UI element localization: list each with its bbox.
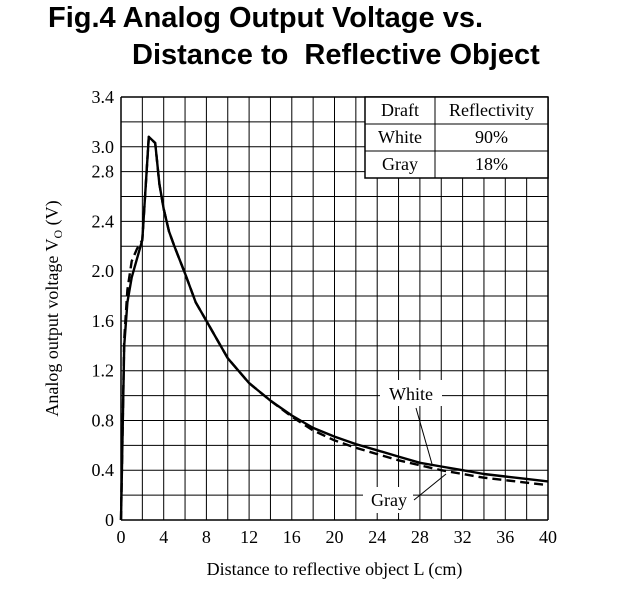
y-tick-label: 3.4: [92, 87, 115, 107]
x-tick-label: 0: [117, 527, 126, 547]
annotation-gray-background: [363, 487, 413, 513]
x-tick-label: 4: [159, 527, 168, 547]
legend-row-gray-reflectivity: 18%: [475, 154, 508, 174]
x-tick-label: 20: [326, 527, 344, 547]
chart-tick-labels: 0 4 8 12 16 20 24 28 32 36 40 0 0.4 0.8 1.2 1.6 2.0 2.4 2.…: [92, 87, 558, 547]
annotation-gray-pointer: [413, 473, 447, 501]
x-tick-label: 12: [240, 527, 258, 547]
legend-row-white-draft: White: [378, 127, 422, 147]
chart-title-line-1: Fig.4 Analog Output Voltage vs.: [48, 2, 484, 34]
y-tick-label: 1.6: [92, 311, 115, 331]
x-axis-label: Distance to reflective object L (cm): [207, 559, 463, 580]
x-tick-label: 28: [411, 527, 429, 547]
annotation-white-label: White: [389, 384, 433, 404]
x-tick-label: 36: [496, 527, 514, 547]
y-tick-label: 1.2: [92, 361, 115, 381]
legend-table: Draft Reflectivity White 90% Gray 18%: [364, 96, 549, 179]
x-tick-label: 24: [368, 527, 386, 547]
y-tick-label: 2.4: [92, 211, 115, 231]
y-axis-label-subscript: O: [51, 230, 65, 239]
legend-header-draft: Draft: [381, 100, 419, 120]
annotation-gray-label: Gray: [371, 490, 407, 510]
chart-grid: [120, 96, 549, 521]
x-tick-label: 8: [202, 527, 211, 547]
legend-table-background: [364, 96, 549, 179]
chart-series-layer: [119, 135, 549, 521]
y-tick-label: 2.0: [92, 261, 115, 281]
y-axis-label-main: Analog output voltage V: [42, 239, 62, 417]
legend-row-gray-draft: Gray: [382, 154, 418, 174]
y-tick-label: 3.0: [92, 137, 115, 157]
y-tick-label: 0.8: [92, 410, 115, 430]
series-line-gray: [119, 135, 549, 521]
legend-row-white-reflectivity: 90%: [475, 127, 508, 147]
y-axis-label-unit: (V): [42, 200, 63, 230]
y-axis-label: Analog output voltage VO (V): [42, 200, 65, 416]
legend-header-reflectivity: Reflectivity: [449, 100, 534, 120]
x-tick-label: 32: [454, 527, 472, 547]
x-tick-label: 40: [539, 527, 557, 547]
y-tick-label: 2.8: [92, 162, 115, 182]
annotation-white-pointer: [415, 407, 433, 465]
annotation-white-background: [380, 380, 442, 406]
y-tick-label: 0: [105, 510, 114, 530]
y-tick-label: 0.4: [92, 460, 115, 480]
chart-title-line-2: Distance to Reflective Object: [132, 39, 540, 71]
x-tick-label: 16: [283, 527, 301, 547]
